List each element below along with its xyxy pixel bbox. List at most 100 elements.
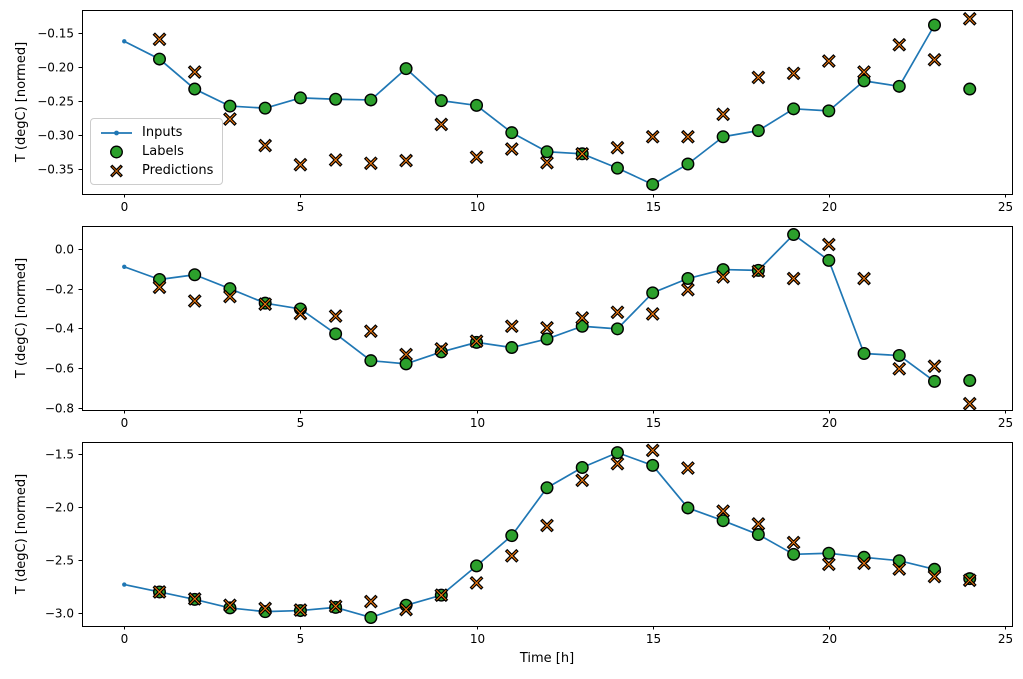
- predictions-marker: [927, 569, 942, 584]
- predictions-marker: [540, 320, 554, 335]
- labels-marker: [152, 52, 166, 66]
- labels-marker: [575, 319, 589, 333]
- axes-spines: [82, 442, 1013, 627]
- predictions-marker: [927, 52, 942, 67]
- labels-marker: [716, 514, 730, 528]
- predictions-x-icon: [110, 164, 123, 177]
- predictions-marker: [786, 66, 801, 81]
- labels-marker: [787, 102, 801, 116]
- x-tick-label: 25: [998, 416, 1013, 430]
- x-axis-label: Time [h]: [519, 651, 575, 666]
- labels-marker: [681, 501, 695, 515]
- y-tick-label: −0.8: [45, 402, 74, 416]
- y-tick-label: −0.35: [37, 163, 74, 177]
- labels-marker: [716, 130, 730, 144]
- subplot-2: 0 5 10 15 20 25 0.0 −0.2 −0.4 −0.6 −0.8: [45, 226, 1013, 430]
- subplot-1: 0 5 10 15 20 25 −0.15 −0.20 −0.25 −0.30 −0.35: [37, 10, 1013, 214]
- predictions-marker: [821, 237, 836, 252]
- labels-marker: [751, 124, 765, 138]
- predictions-marker: [504, 319, 519, 334]
- labels-marker: [610, 161, 624, 175]
- labels-marker: [540, 332, 554, 346]
- predictions-marker: [223, 289, 237, 304]
- legend-item-predictions: Predictions: [100, 162, 216, 179]
- x-tick-label: 25: [998, 632, 1013, 646]
- predictions-marker: [258, 601, 273, 616]
- inputs-dot-marker: [122, 264, 127, 269]
- y-axis-label-middle: T (degC) [normed]: [14, 257, 29, 379]
- labels-marker: [857, 347, 871, 361]
- legend-label-predictions: Predictions: [142, 162, 214, 178]
- predictions-marker: [223, 598, 237, 613]
- predictions-marker: [399, 153, 414, 168]
- predictions-marker: [680, 129, 695, 144]
- labels-marker: [364, 93, 378, 107]
- predictions-marker: [716, 269, 731, 284]
- labels-marker: [963, 82, 977, 96]
- labels-marker: [787, 547, 801, 561]
- predictions-marker: [293, 157, 308, 172]
- predictions-marker: [821, 557, 836, 572]
- predictions-marker: [152, 585, 167, 599]
- labels-marker: [610, 446, 624, 460]
- labels-marker: [681, 272, 695, 286]
- predictions-marker: [892, 37, 907, 52]
- legend: Inputs Labels Predictions: [90, 118, 223, 185]
- predictions-marker: [786, 271, 801, 286]
- predictions-marker: [504, 142, 519, 156]
- predictions-marker: [821, 54, 836, 69]
- predictions-marker: [751, 70, 766, 85]
- predictions-marker: [716, 504, 731, 519]
- labels-marker: [681, 157, 695, 171]
- predictions-marker: [857, 65, 871, 79]
- predictions-marker: [504, 548, 519, 563]
- labels-marker: [505, 341, 519, 355]
- predictions-marker: [152, 280, 167, 295]
- labels-marker: [293, 91, 307, 105]
- subplot-3: 0 5 10 15 20 25 −1.5 −2.0 −2.5 −3.0: [45, 442, 1013, 646]
- labels-marker: [223, 99, 237, 113]
- x-tick-label: 0: [121, 416, 129, 430]
- y-tick-label: −0.4: [45, 322, 74, 336]
- labels-marker: [399, 62, 413, 76]
- predictions-marker: [751, 516, 766, 531]
- x-tick-label: 10: [470, 200, 485, 214]
- labels-marker: [329, 92, 343, 106]
- predictions-marker: [328, 309, 343, 324]
- predictions-marker: [610, 456, 625, 471]
- predictions-marker: [892, 361, 907, 376]
- labels-marker: [892, 348, 906, 362]
- predictions-marker: [857, 271, 871, 286]
- predictions-marker: [575, 473, 590, 488]
- y-tick-label: −3.0: [45, 607, 74, 621]
- predictions-marker: [223, 112, 237, 126]
- y-tick-label: 0.0: [55, 243, 74, 257]
- labels-marker: [434, 94, 448, 108]
- labels-marker: [892, 554, 906, 568]
- labels-marker: [646, 458, 660, 472]
- predictions-marker: [328, 152, 343, 167]
- predictions-marker: [680, 282, 695, 297]
- y-tick-label: −0.2: [45, 283, 74, 297]
- predictions-marker: [716, 107, 731, 122]
- x-tick-label: 10: [470, 416, 485, 430]
- labels-marker: [505, 126, 519, 140]
- x-tick-label: 10: [470, 632, 485, 646]
- x-tick-label: 15: [646, 416, 661, 430]
- predictions-marker: [575, 310, 590, 325]
- predictions-marker: [152, 32, 167, 47]
- labels-marker: [434, 345, 448, 359]
- predictions-marker: [187, 65, 202, 79]
- inputs-line: [124, 451, 935, 619]
- labels-marker: [505, 529, 519, 543]
- predictions-marker: [434, 117, 449, 132]
- predictions-marker: [680, 461, 695, 475]
- labels-marker: [470, 559, 484, 573]
- predictions-marker: [187, 591, 202, 606]
- predictions-marker: [892, 562, 907, 577]
- x-tick-label: 5: [297, 416, 305, 430]
- predictions-marker: [469, 150, 484, 165]
- labels-marker: [646, 286, 660, 300]
